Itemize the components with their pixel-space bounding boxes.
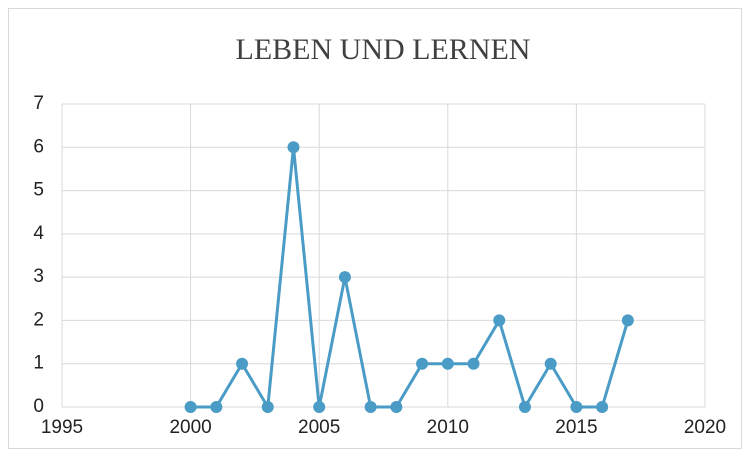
data-point [287, 141, 300, 154]
y-tick-label: 1 [33, 353, 44, 374]
data-point [493, 314, 506, 327]
data-point [441, 357, 454, 370]
data-point [621, 314, 634, 327]
data-point [184, 401, 197, 413]
y-tick-label: 0 [33, 396, 44, 417]
y-tick-label: 2 [33, 309, 44, 330]
x-tick-label: 2015 [555, 417, 597, 438]
x-tick-label: 2010 [427, 417, 469, 438]
y-tick-label: 5 [33, 180, 44, 201]
data-point [236, 357, 249, 370]
data-point [338, 271, 351, 284]
y-tick-label: 7 [33, 93, 44, 114]
data-point [570, 401, 583, 413]
data-point [210, 401, 223, 413]
chart-frame [8, 8, 742, 449]
data-point [518, 401, 531, 413]
x-tick-label: 2005 [298, 417, 340, 438]
x-tick-label: 2000 [169, 417, 211, 438]
data-point [364, 401, 377, 413]
y-tick-label: 4 [33, 223, 44, 244]
series-line [190, 145, 630, 409]
data-point [467, 357, 480, 370]
x-tick-label: 1995 [41, 417, 83, 438]
data-point [261, 401, 274, 413]
data-point [416, 357, 429, 370]
data-point [544, 357, 557, 370]
y-tick-label: 6 [33, 136, 44, 157]
y-tick-label: 3 [33, 266, 44, 287]
data-point [313, 401, 326, 413]
data-point [390, 401, 403, 413]
x-tick-label: 2020 [684, 417, 726, 438]
data-point [596, 401, 609, 413]
chart-title: LEBEN UND LERNEN [236, 33, 531, 66]
